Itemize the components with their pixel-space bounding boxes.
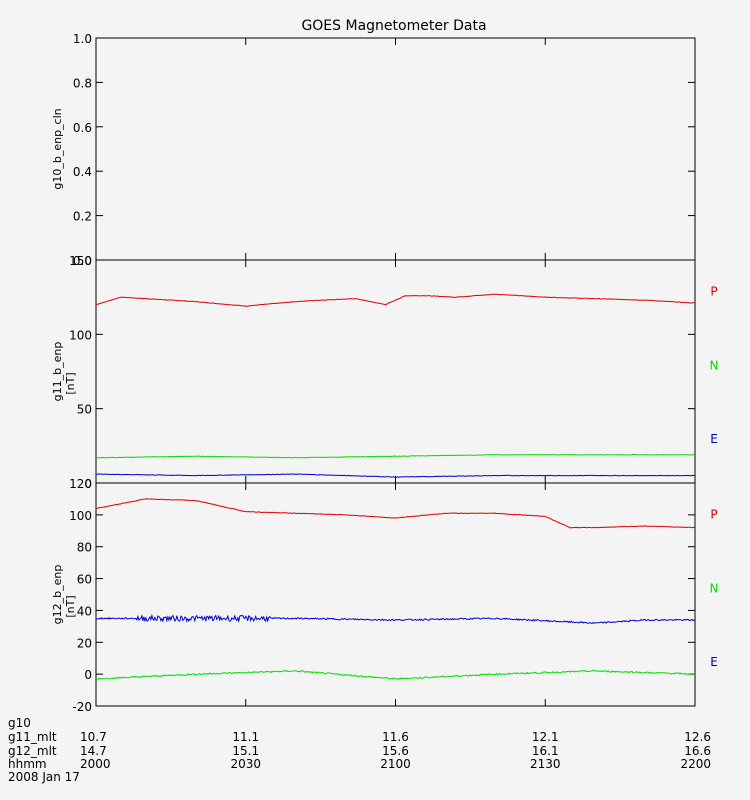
y-axis-label: g10_b_enp_cln (51, 108, 64, 189)
y-axis-label: g11_b_enp (51, 342, 64, 402)
series-line-p (95, 498, 696, 529)
x-tick-label: 2100 (380, 757, 411, 771)
x-row-label: g12_mlt (8, 744, 57, 758)
chart-title: GOES Magnetometer Data (301, 18, 486, 34)
y-tick-label: 0 (84, 477, 92, 491)
y-tick-label: 0.8 (73, 76, 92, 90)
y-tick-label: 20 (77, 636, 92, 650)
y-axis-unit: [nT] (64, 372, 77, 394)
series-line-n (95, 453, 695, 459)
y-tick-label: 120 (69, 477, 92, 491)
x-tick-label: 2030 (230, 757, 261, 771)
x-row-label: g10 (8, 716, 31, 730)
x-tick-label: 2000 (80, 757, 111, 771)
y-tick-label: 100 (69, 509, 92, 523)
y-tick-label: 0.4 (73, 165, 92, 179)
date-label: 2008 Jan 17 (8, 770, 80, 784)
y-tick-label: 100 (69, 328, 92, 342)
y-tick-label: 0.0 (73, 254, 92, 268)
x-tick-label: 11.1 (232, 730, 259, 744)
y-tick-label: -20 (72, 700, 92, 714)
x-tick-label: 11.6 (382, 730, 409, 744)
series-line-e (96, 473, 695, 478)
series-line-p (95, 293, 696, 307)
y-axis-unit: [nT] (64, 595, 77, 617)
x-tick-label: 15.1 (232, 744, 259, 758)
x-tick-label: 10.7 (80, 730, 107, 744)
y-tick-label: 0.2 (73, 210, 92, 224)
x-tick-label: 2200 (680, 757, 711, 771)
y-tick-label: 150 (69, 254, 92, 268)
y-tick-label: 50 (77, 403, 92, 417)
panel-3: -20 0 20 40 60 80 100 120 g12_b_enp [nT] P N E (51, 477, 718, 714)
y-tick-label: 60 (77, 573, 92, 587)
x-tick-label: 16.6 (684, 744, 711, 758)
x-tick-label: 16.1 (532, 744, 559, 758)
x-tick-label: 12.6 (684, 730, 711, 744)
y-tick-label: 40 (77, 604, 92, 618)
y-tick-label: 0.6 (73, 121, 92, 135)
legend-label-e: E (710, 655, 718, 669)
x-tick-label: 2130 (530, 757, 561, 771)
x-tick-label: 15.6 (382, 744, 409, 758)
panels: 0.0 0.2 0.4 0.6 0.8 1.0 g10_b_enp_cln 0 50 100 150… (51, 32, 718, 714)
x-row-label: hhmm (8, 757, 47, 771)
legend-label-n: N (710, 581, 719, 595)
y-tick-label: 0 (84, 668, 92, 682)
panel-2: 0 50 100 150 g11_b_enp [nT] P N E (51, 254, 718, 491)
y-axis-label: g12_b_enp (51, 565, 64, 625)
x-row-label: g11_mlt (8, 730, 57, 744)
legend-label-p: P (710, 508, 717, 522)
series-line-e (95, 613, 696, 624)
legend-label-e: E (710, 432, 718, 446)
y-tick-label: 1.0 (73, 32, 92, 46)
series-line-n (95, 669, 696, 681)
x-tick-label: 12.1 (532, 730, 559, 744)
x-tick-label: 14.7 (80, 744, 107, 758)
y-tick-label: 80 (77, 541, 92, 555)
legend-label-p: P (710, 285, 717, 299)
legend-label-n: N (710, 358, 719, 372)
